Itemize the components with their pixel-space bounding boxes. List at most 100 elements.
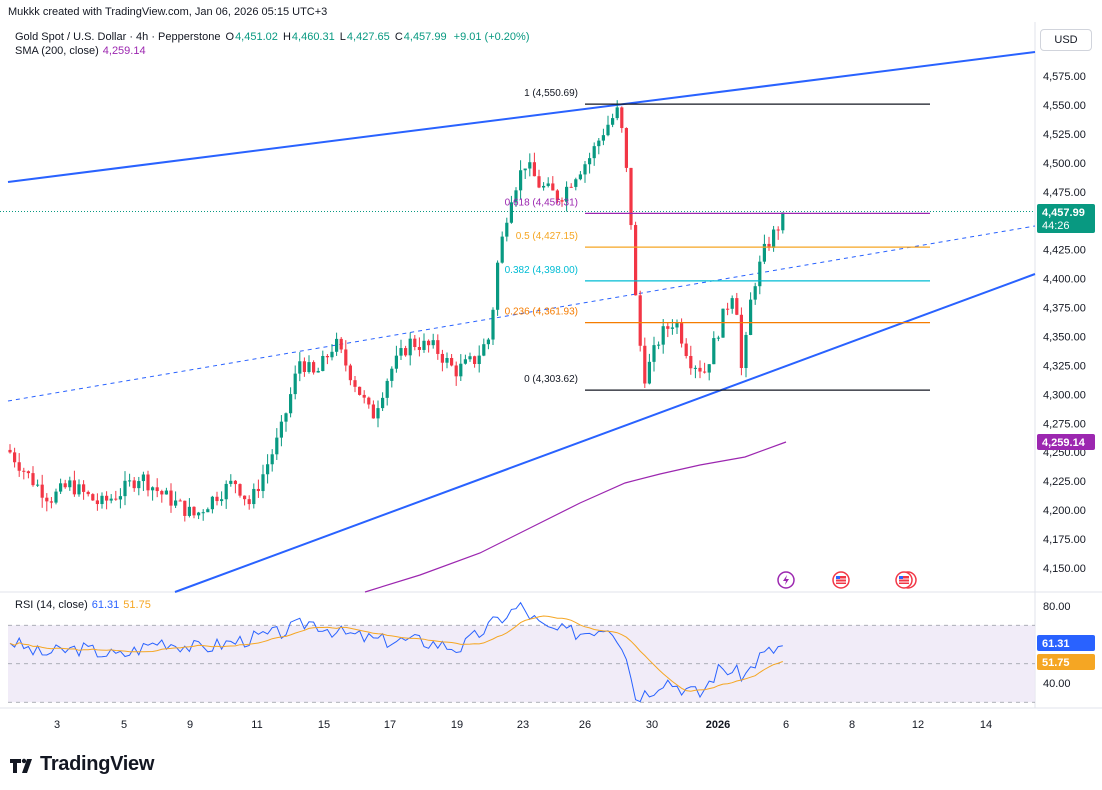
candle-up [261,474,265,492]
candle-up [749,299,753,335]
candle-up [730,298,734,309]
candle-down [26,471,30,474]
rsi-tick-label: 40.00 [1043,678,1071,690]
rsi-tick-label: 80.00 [1043,601,1071,613]
candle-down [666,326,670,329]
ohlc-open-value: 4,451.02 [235,31,278,43]
candle-down [49,501,53,503]
candle-down [31,473,35,486]
ohlc-high-value: 4,460.31 [291,31,335,43]
candle-up [174,500,178,506]
fib-level-1-label: 1 (4,550.69) [524,88,578,99]
candle-down [560,200,564,202]
price-tick-label: 4,175.00 [1043,534,1086,546]
candle-up [197,512,201,516]
candle-up [652,345,656,362]
candle-down [698,367,702,372]
price-tick-label: 4,500.00 [1043,158,1086,170]
candle-down [22,470,26,472]
symbol-title[interactable]: Gold Spot / U.S. Dollar · 4h · Peppersto… [15,31,221,43]
candle-down [454,365,458,377]
candle-up [252,488,256,505]
candle-up [289,394,293,414]
sma-label[interactable]: SMA (200, close) [15,45,99,57]
lightning-event-icon[interactable] [777,571,795,589]
candle-up [330,351,334,358]
candle-down [243,495,247,500]
candle-down [629,167,633,226]
price-tick-label: 4,575.00 [1043,71,1086,83]
tradingview-wordmark: TradingView [40,753,155,775]
candle-down [160,491,164,495]
candle-up [542,185,546,188]
candle-up [335,338,339,352]
chart-attribution: Mukkk created with TradingView.com, Jan … [8,6,328,18]
price-change: +9.01 (+0.20%) [453,31,530,43]
tradingview-logo[interactable]: TradingView [10,753,154,776]
candle-up [758,261,762,287]
rsi-value: 61.31 [91,599,120,611]
rsi-value-badge: 61.31 [1037,635,1095,651]
fib-level-0.618-label: 0.618 (4,456.31) [505,197,578,208]
candle-up [68,480,72,488]
candle-down [114,498,118,500]
candle-up [716,337,720,339]
candle-up [422,340,426,350]
candle-down [82,484,86,492]
candle-down [726,308,730,310]
candle-up [574,179,578,187]
candle-up [394,355,398,369]
candle-down [132,480,136,489]
rsi-label[interactable]: RSI (14, close) [15,599,88,611]
candle-up [528,162,532,169]
candle-up [670,327,674,329]
candle-up [468,356,472,360]
candle-up [399,348,403,356]
svg-text:4,457.99: 4,457.99 [1042,207,1085,219]
candle-down [302,361,306,372]
price-tick-label: 4,250.00 [1043,447,1086,459]
candle-up [482,344,486,356]
candle-up [118,496,122,500]
candle-down [146,474,150,491]
candle-down [169,490,173,506]
candle-up [523,168,527,171]
candle-down [367,397,371,405]
candle-up [588,158,592,165]
candle-up [486,339,490,345]
candle-down [537,176,541,188]
candle-down [569,186,573,188]
price-tick-label: 4,400.00 [1043,274,1086,286]
candle-up [279,421,283,438]
candle-up [463,359,467,364]
time-tick-label: 26 [579,719,591,731]
candle-up [753,286,757,300]
candle-up [408,338,412,356]
lower-trendline [174,273,1036,593]
candle-down [404,348,408,356]
candle-down [634,225,638,296]
candle-up [514,190,518,203]
candle-down [312,362,316,373]
fib-level-0.5-label: 0.5 (4,427.15) [516,231,578,242]
candle-down [339,338,343,350]
fib-level-0.382-label: 0.382 (4,398.00) [505,265,578,276]
candle-up [477,355,481,365]
us-flag-event-icon[interactable] [895,571,917,589]
svg-text:61.31: 61.31 [1042,638,1070,650]
candle-up [675,323,679,328]
currency-button[interactable]: USD [1040,29,1092,51]
price-tick-label: 4,525.00 [1043,129,1086,141]
us-flag-event-icon[interactable] [832,571,850,589]
time-tick-label: 3 [54,719,60,731]
candle-down [13,452,17,463]
candle-down [684,343,688,356]
candle-down [417,346,421,350]
candle-down [256,488,260,492]
rsi-line [9,601,783,703]
candle-down [358,386,362,395]
time-tick-label: 15 [318,719,330,731]
candle-up [615,107,619,119]
candle-down [40,484,44,498]
